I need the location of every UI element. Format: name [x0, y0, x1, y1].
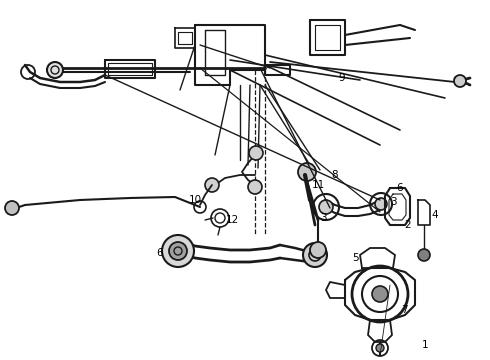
Circle shape — [248, 180, 262, 194]
Text: 11: 11 — [311, 180, 325, 190]
Text: 3: 3 — [390, 197, 396, 207]
Text: 1: 1 — [422, 340, 428, 350]
Circle shape — [303, 243, 327, 267]
Circle shape — [319, 200, 333, 214]
Circle shape — [454, 75, 466, 87]
Text: 12: 12 — [225, 215, 239, 225]
Text: 10: 10 — [189, 195, 201, 205]
Text: 8: 8 — [332, 170, 338, 180]
Circle shape — [162, 235, 194, 267]
Text: 5: 5 — [352, 253, 358, 263]
Circle shape — [376, 344, 384, 352]
Text: 9: 9 — [339, 73, 345, 83]
Text: 2: 2 — [405, 220, 411, 230]
Text: 6: 6 — [157, 248, 163, 258]
Text: 4: 4 — [432, 210, 439, 220]
Circle shape — [169, 242, 187, 260]
Circle shape — [298, 163, 316, 181]
Text: 7: 7 — [401, 305, 407, 315]
Circle shape — [205, 178, 219, 192]
Circle shape — [375, 198, 387, 210]
Circle shape — [47, 62, 63, 78]
Text: 3: 3 — [319, 213, 326, 223]
Circle shape — [372, 286, 388, 302]
Circle shape — [5, 201, 19, 215]
Circle shape — [310, 242, 326, 258]
Circle shape — [418, 249, 430, 261]
Circle shape — [249, 146, 263, 160]
Text: 6: 6 — [397, 183, 403, 193]
